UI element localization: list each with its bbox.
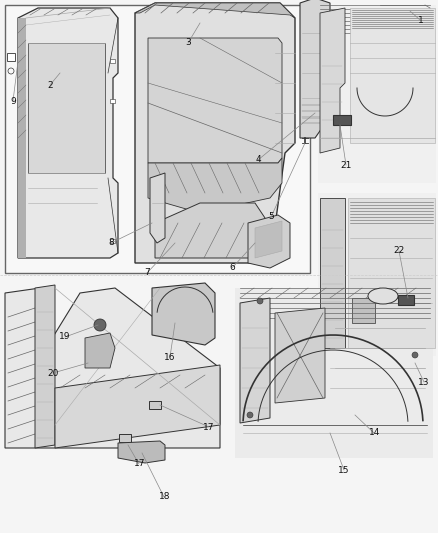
- Bar: [5, 5, 310, 273]
- Bar: [110, 59, 115, 63]
- Text: 8: 8: [108, 238, 114, 247]
- Bar: [235, 288, 433, 458]
- Bar: [318, 193, 436, 356]
- Text: 4: 4: [256, 156, 261, 164]
- Bar: [119, 434, 131, 442]
- Bar: [149, 401, 161, 409]
- Polygon shape: [35, 285, 55, 448]
- Polygon shape: [320, 8, 345, 153]
- Circle shape: [277, 124, 281, 128]
- Circle shape: [257, 298, 263, 304]
- Polygon shape: [320, 198, 345, 348]
- Polygon shape: [85, 333, 115, 368]
- Circle shape: [277, 136, 281, 140]
- Circle shape: [277, 76, 281, 80]
- Text: 5: 5: [268, 213, 275, 221]
- Polygon shape: [240, 298, 270, 423]
- Text: 1: 1: [417, 16, 424, 25]
- Polygon shape: [135, 3, 295, 263]
- Text: 13: 13: [418, 378, 430, 386]
- Text: 21: 21: [340, 161, 352, 169]
- Text: 7: 7: [144, 269, 150, 277]
- Polygon shape: [28, 43, 105, 173]
- Polygon shape: [148, 158, 282, 213]
- Polygon shape: [148, 38, 282, 163]
- Text: 20: 20: [48, 369, 59, 377]
- Circle shape: [277, 52, 281, 56]
- Polygon shape: [348, 198, 435, 348]
- Bar: [110, 99, 115, 103]
- Text: 9: 9: [10, 97, 16, 106]
- Polygon shape: [118, 441, 165, 463]
- Bar: [318, 5, 436, 183]
- Polygon shape: [135, 3, 295, 18]
- Text: 14: 14: [369, 429, 380, 437]
- Polygon shape: [18, 8, 118, 258]
- Polygon shape: [350, 8, 435, 143]
- Text: 2: 2: [48, 81, 53, 90]
- Circle shape: [94, 319, 106, 331]
- Bar: [398, 295, 414, 305]
- Polygon shape: [18, 18, 26, 258]
- Bar: [110, 239, 115, 243]
- Text: 16: 16: [164, 353, 175, 361]
- Bar: [7, 53, 15, 61]
- Text: 22: 22: [393, 246, 404, 255]
- Circle shape: [277, 64, 281, 68]
- Text: 3: 3: [185, 38, 191, 47]
- Text: 18: 18: [159, 492, 170, 501]
- Polygon shape: [55, 365, 220, 448]
- Text: 17: 17: [203, 423, 215, 432]
- Text: 6: 6: [229, 263, 235, 272]
- Circle shape: [277, 100, 281, 104]
- Text: 19: 19: [59, 333, 71, 341]
- Polygon shape: [255, 221, 282, 258]
- Polygon shape: [5, 288, 220, 448]
- Text: 15: 15: [338, 466, 350, 474]
- Polygon shape: [300, 0, 330, 138]
- Polygon shape: [155, 203, 265, 258]
- Polygon shape: [352, 298, 375, 323]
- Bar: [333, 115, 351, 125]
- Circle shape: [247, 412, 253, 418]
- Ellipse shape: [368, 288, 398, 304]
- Polygon shape: [152, 283, 215, 345]
- Text: 17: 17: [134, 459, 145, 468]
- Circle shape: [412, 352, 418, 358]
- Polygon shape: [275, 308, 325, 403]
- Polygon shape: [248, 215, 290, 268]
- Circle shape: [277, 88, 281, 92]
- Polygon shape: [150, 173, 165, 243]
- Circle shape: [277, 112, 281, 116]
